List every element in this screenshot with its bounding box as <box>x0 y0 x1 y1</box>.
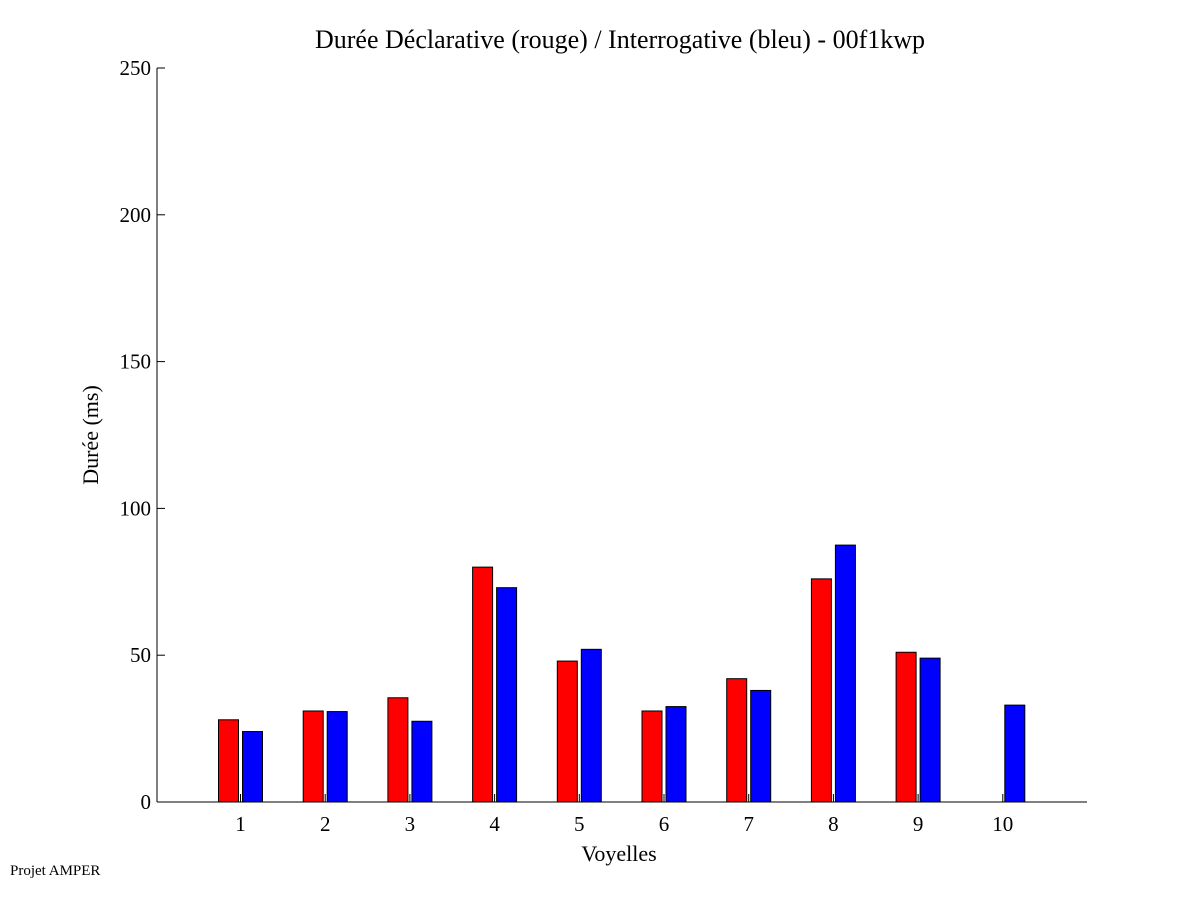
axes-group: 0 50 100 150 200 250 1 2 3 4 5 6 7 8 9 10 <box>120 56 1087 836</box>
bar-series1-cat8 <box>810 578 832 803</box>
x-tick-label-2: 2 <box>320 812 331 836</box>
x-axis-label: Voyelles <box>581 841 656 866</box>
x-tick-label-4: 4 <box>489 812 500 836</box>
bar-series2-cat4 <box>496 587 518 803</box>
bar-series1-cat7 <box>726 678 748 803</box>
x-tick-label-3: 3 <box>405 812 416 836</box>
bar-series2-cat5 <box>580 648 602 803</box>
bar-series2-cat2 <box>326 711 348 803</box>
bar-series1-cat6 <box>641 710 663 803</box>
bar-series2-cat3 <box>411 720 433 803</box>
bar-series2-cat10 <box>1004 704 1026 803</box>
bar-series1-cat4 <box>472 566 494 803</box>
y-tick-label-100: 100 <box>120 496 152 520</box>
x-tick-label-10: 10 <box>992 812 1013 836</box>
bar-series2-cat1 <box>242 731 263 803</box>
footer-credit: Projet AMPER <box>10 863 101 879</box>
bar-series1-cat5 <box>556 660 578 803</box>
bar-series1-cat1 <box>218 719 239 803</box>
y-tick-label-50: 50 <box>130 643 151 667</box>
chart-title: Durée Déclarative (rouge) / Interrogativ… <box>315 25 925 54</box>
x-tick-label-8: 8 <box>828 812 839 836</box>
x-tick-label-7: 7 <box>743 812 754 836</box>
bar-series2-cat8 <box>834 544 856 803</box>
bar-series1-cat2 <box>302 710 324 803</box>
y-tick-label-250: 250 <box>120 56 152 80</box>
y-tick-label-200: 200 <box>120 203 152 227</box>
bars-group <box>218 544 1026 803</box>
bar-series2-cat7 <box>750 689 772 803</box>
y-tick-label-150: 150 <box>120 350 152 374</box>
x-tick-label-1: 1 <box>235 812 246 836</box>
y-tick-label-0: 0 <box>141 790 152 814</box>
bar-series1-cat3 <box>387 697 409 803</box>
y-axis-label: Durée (ms) <box>78 385 103 485</box>
x-tick-label-9: 9 <box>913 812 924 836</box>
x-tick-label-6: 6 <box>659 812 670 836</box>
x-tick-label-5: 5 <box>574 812 585 836</box>
bar-series2-cat9 <box>919 657 941 803</box>
bar-series2-cat6 <box>665 706 687 803</box>
bar-series1-cat9 <box>895 651 917 803</box>
